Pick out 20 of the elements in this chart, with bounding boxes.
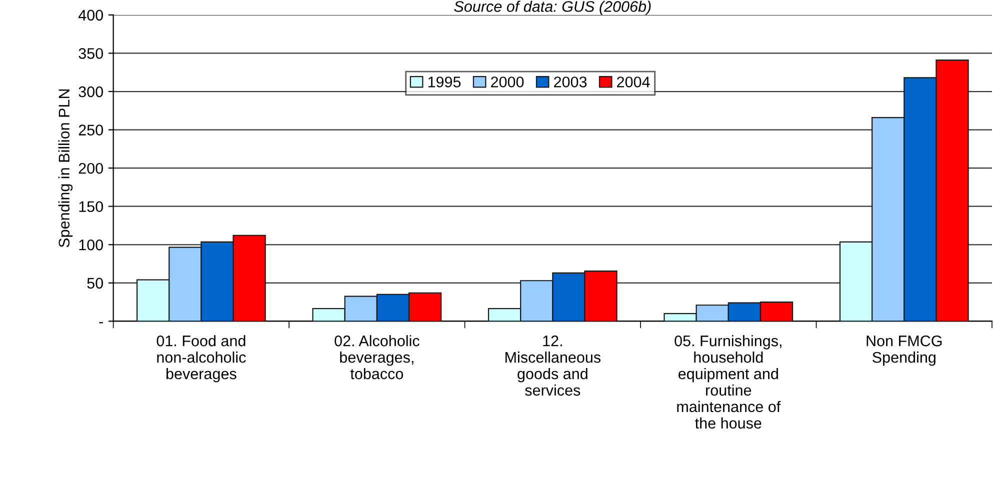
y-tick-label: 350 xyxy=(78,48,103,59)
x-tick-label: 12. Miscellaneous goods and services xyxy=(506,336,601,396)
y-tick-label: 400 xyxy=(78,10,103,21)
legend-label: 2000 xyxy=(491,76,524,88)
chart-title: Source of data: GUS (2006b) xyxy=(454,0,651,15)
legend-label: 2004 xyxy=(617,76,650,88)
legend-label: 2003 xyxy=(554,76,587,88)
x-tick-label: 02. Alcoholic beverages, tobacco xyxy=(334,335,420,380)
y-tick-label: 150 xyxy=(79,201,103,212)
legend-label: 1995 xyxy=(428,76,461,88)
x-tick-label: 05. Furnishings, household equipment and routine maintenance of the house xyxy=(674,335,782,429)
y-tick-label: 50 xyxy=(87,278,103,289)
x-tick-label: 01. Food and non-alcoholic beverages xyxy=(156,335,246,382)
y-tick-label: 250 xyxy=(78,124,103,136)
y-tick-label: 100 xyxy=(79,240,103,250)
y-tick-label: 300 xyxy=(78,86,103,98)
y-tick-label: - xyxy=(99,322,103,324)
x-tick-label: Non FMCG Spending xyxy=(866,336,942,366)
y-tick-label: 200 xyxy=(78,162,103,174)
y-axis-title: Spending in Billion PLN xyxy=(58,89,73,248)
